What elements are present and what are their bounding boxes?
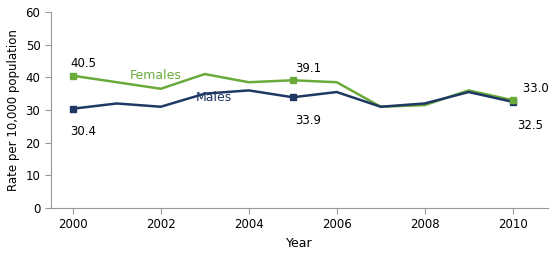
Text: 39.1: 39.1 xyxy=(296,62,321,75)
Text: 33.0: 33.0 xyxy=(517,82,549,95)
Text: Females: Females xyxy=(130,69,182,82)
Text: 40.5: 40.5 xyxy=(70,57,96,70)
Text: Males: Males xyxy=(196,91,232,104)
Text: 32.5: 32.5 xyxy=(517,118,543,132)
X-axis label: Year: Year xyxy=(286,237,312,250)
Text: 30.4: 30.4 xyxy=(70,125,96,138)
Y-axis label: Rate per 10,000 population: Rate per 10,000 population xyxy=(7,29,20,191)
Text: 33.9: 33.9 xyxy=(296,114,321,127)
